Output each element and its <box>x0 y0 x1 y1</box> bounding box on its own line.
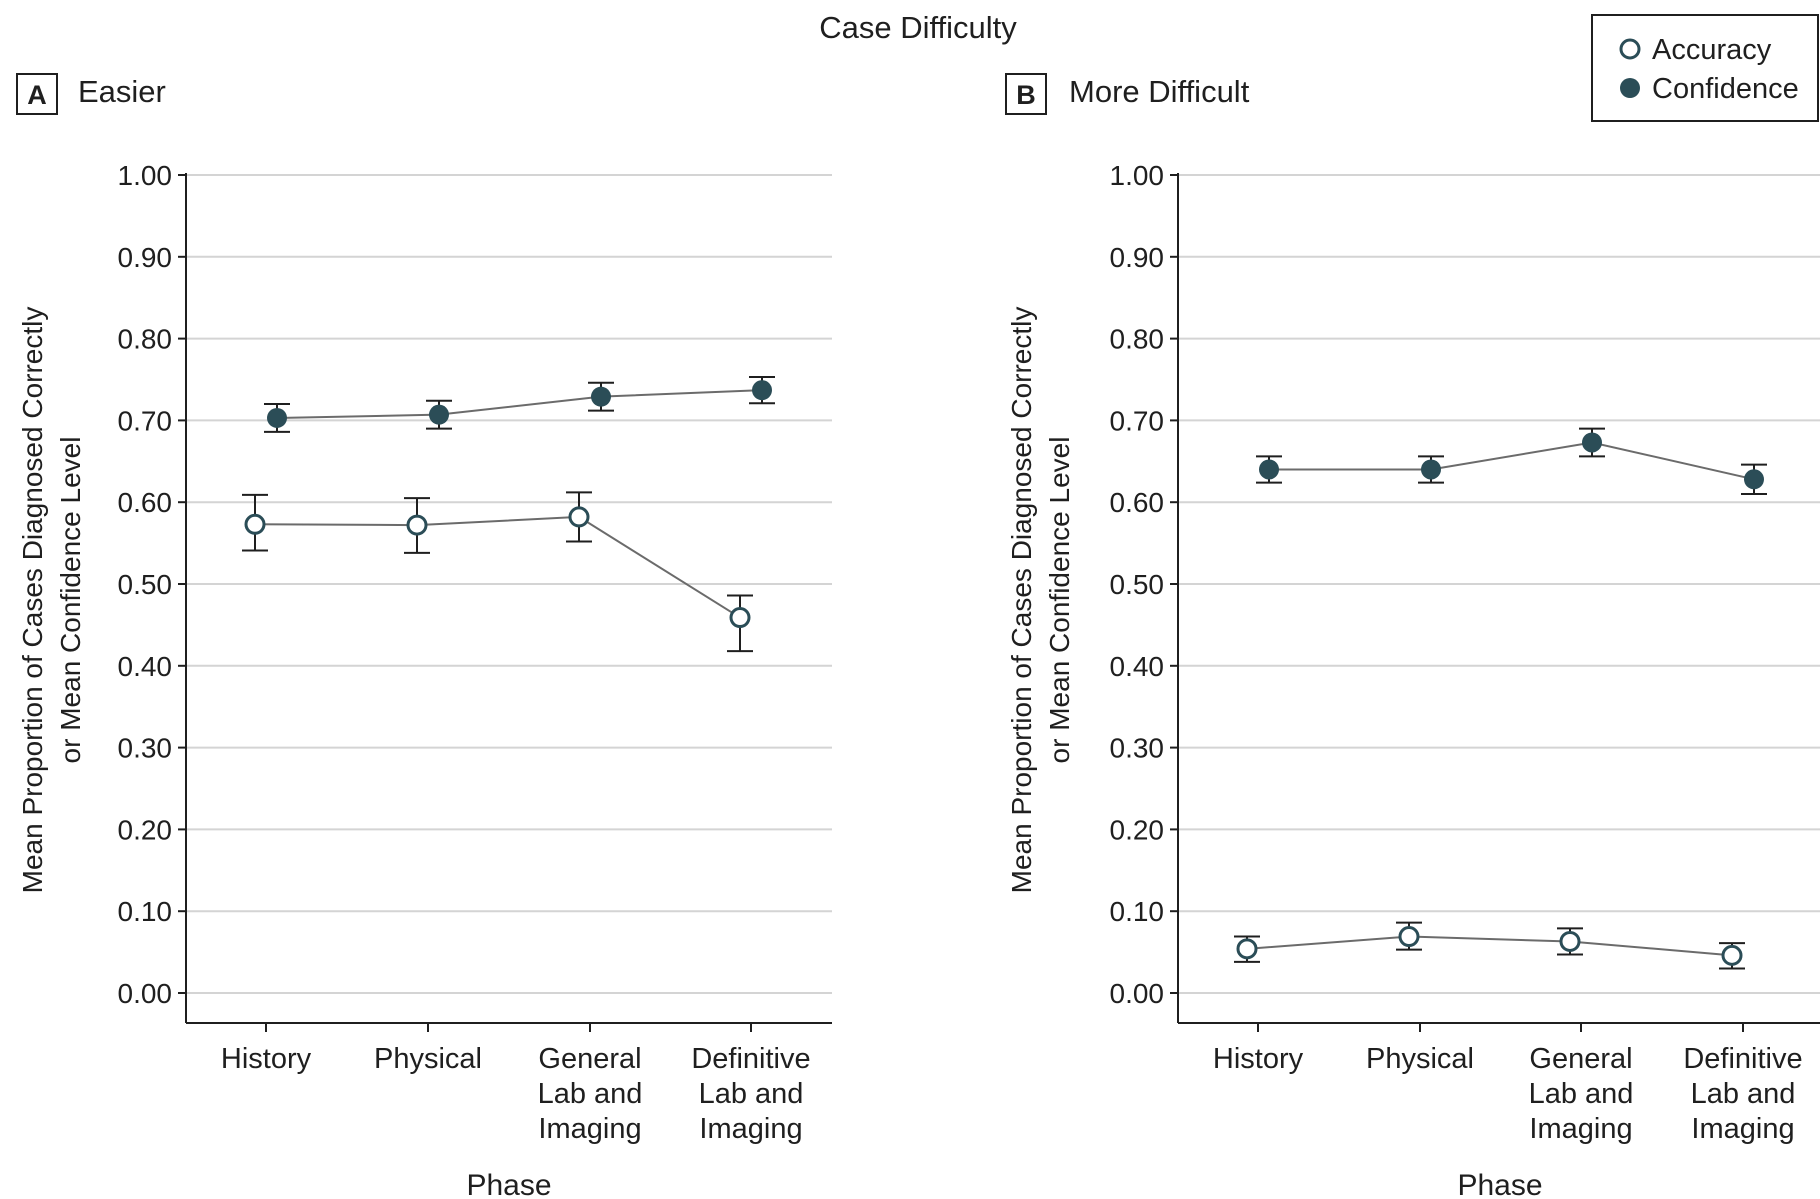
y-tick-label: 0.20 <box>1110 814 1165 845</box>
x-tick-label: General <box>538 1043 641 1075</box>
y-tick-label: 0.90 <box>1110 242 1165 273</box>
y-tick-label: 0.60 <box>118 487 173 518</box>
panel-b-xlabel: Phase <box>1457 1169 1542 1199</box>
y-tick-label: 0.60 <box>1110 487 1165 518</box>
series-line-accuracy <box>1246 935 1733 957</box>
x-tick-label: Imaging <box>1529 1113 1632 1145</box>
panel-a-plot: 0.00 0.10 0.20 0.30 0.40 0.50 0.60 0.70 0.80 0.90… <box>118 160 832 1145</box>
series-line-confidence <box>276 389 763 419</box>
x-tick-label: Definitive <box>1683 1043 1802 1075</box>
x-tick-label: Lab and <box>1529 1078 1634 1110</box>
x-tick-label: Lab and <box>699 1078 804 1110</box>
point-confidence <box>591 386 611 407</box>
point-accuracy <box>1721 944 1743 966</box>
legend-box <box>1591 14 1819 122</box>
y-tick-label: 0.90 <box>118 242 173 273</box>
y-tick-label: 0.70 <box>1110 405 1165 436</box>
panel-b-ylabel-line-1: Mean Proportion of Cases Diagnosed Corre… <box>1006 307 1037 894</box>
point-confidence <box>1259 459 1279 480</box>
panel-b-ylabel-line-2: or Mean Confidence Level <box>1044 437 1075 764</box>
x-tick-label: Imaging <box>538 1113 641 1145</box>
y-tick-label: 0.80 <box>118 324 173 355</box>
point-accuracy <box>244 513 266 535</box>
point-accuracy <box>729 607 751 629</box>
point-confidence <box>1744 469 1764 490</box>
point-confidence <box>1582 432 1602 453</box>
panel-a-ylabel-line-1: Mean Proportion of Cases Diagnosed Corre… <box>17 307 48 894</box>
x-tick-label: Physical <box>1366 1043 1474 1075</box>
panel-a-xlabel: Phase <box>466 1169 551 1199</box>
x-tick-label: Lab and <box>1691 1078 1796 1110</box>
legend-open-circle-icon <box>1619 38 1641 60</box>
panel-b-letter-box <box>1005 73 1047 115</box>
panel-b-plot: 0.00 0.10 0.20 0.30 0.40 0.50 0.60 0.70 0.80 0.90… <box>1110 160 1820 1145</box>
x-tick-label: Imaging <box>699 1113 802 1145</box>
y-tick-label: 0.20 <box>118 814 173 845</box>
point-accuracy <box>1398 926 1420 948</box>
y-tick-label: 0.80 <box>1110 324 1165 355</box>
y-tick-label: 0.00 <box>118 978 173 1009</box>
point-accuracy <box>568 506 590 528</box>
panel-a-ylabel-line-2: or Mean Confidence Level <box>55 437 86 764</box>
y-tick-label: 1.00 <box>118 160 173 191</box>
y-tick-label: 0.50 <box>118 569 173 600</box>
y-tick-label: 0.50 <box>1110 569 1165 600</box>
x-tick-label: Definitive <box>691 1043 810 1075</box>
panel-b-title: More Difficult <box>1069 74 1250 109</box>
y-tick-label: 0.40 <box>1110 651 1165 682</box>
series-line-confidence <box>1269 441 1755 481</box>
panel-a-letter: A <box>27 80 47 110</box>
legend-label-accuracy: Accuracy <box>1652 34 1772 66</box>
point-confidence <box>752 380 772 401</box>
y-tick-label: 1.00 <box>1110 160 1165 191</box>
y-tick-label: 0.70 <box>118 405 173 436</box>
series-line-accuracy <box>254 515 741 619</box>
x-tick-label: History <box>221 1043 312 1075</box>
figure-title: Case Difficulty <box>819 10 1017 45</box>
panel-b: B More Difficult 0.00 0.10 0.20 0.30 0.40 0.5… <box>1005 73 1820 1199</box>
x-tick-label: Physical <box>374 1043 482 1075</box>
x-tick-label: General <box>1529 1043 1632 1075</box>
panel-a-title: Easier <box>78 74 166 109</box>
legend-filled-circle-icon <box>1620 78 1640 98</box>
legend: Accuracy Confidence <box>1591 14 1819 122</box>
y-tick-label: 0.00 <box>1110 978 1165 1009</box>
point-accuracy <box>1559 930 1581 952</box>
panel-a: A Easier 0.00 0.10 0.20 0.30 0.40 0.50 0.60 0.7… <box>16 73 832 1199</box>
x-tick-label: Imaging <box>1691 1113 1794 1145</box>
point-accuracy <box>1236 938 1258 960</box>
y-tick-label: 0.10 <box>118 896 173 927</box>
point-confidence <box>1421 459 1441 480</box>
point-confidence <box>267 407 287 428</box>
x-tick-label: History <box>1213 1043 1304 1075</box>
y-tick-label: 0.30 <box>118 733 173 764</box>
x-tick-label: Lab and <box>538 1078 643 1110</box>
y-tick-label: 0.40 <box>118 651 173 682</box>
y-tick-label: 0.10 <box>1110 896 1165 927</box>
y-tick-label: 0.30 <box>1110 733 1165 764</box>
panel-a-letter-box <box>16 73 58 115</box>
panel-b-letter: B <box>1016 80 1036 110</box>
point-accuracy <box>406 514 428 536</box>
legend-label-confidence: Confidence <box>1652 73 1799 105</box>
point-confidence <box>429 404 449 425</box>
